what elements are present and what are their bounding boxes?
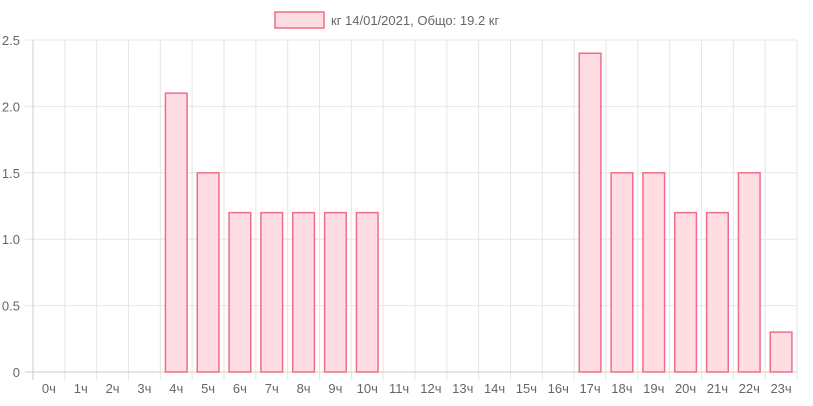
x-tick-label: 5ч — [201, 381, 215, 396]
y-tick-label: 2.5 — [2, 33, 20, 48]
legend[interactable]: кг 14/01/2021, Общо: 19.2 кг — [274, 11, 499, 29]
y-tick-label: 0.5 — [2, 299, 20, 314]
x-tick-label: 13ч — [452, 381, 473, 396]
y-tick-label: 2.0 — [2, 99, 20, 114]
x-tick-label: 9ч — [328, 381, 342, 396]
bar[interactable] — [323, 211, 347, 373]
x-tick-label: 3ч — [137, 381, 151, 396]
x-tick-label: 11ч — [389, 381, 409, 396]
x-tick-label: 21ч — [707, 381, 728, 396]
bar[interactable] — [674, 211, 698, 373]
bar[interactable] — [164, 92, 188, 373]
bar[interactable] — [642, 172, 666, 373]
x-tick-label: 6ч — [233, 381, 247, 396]
bar[interactable] — [260, 211, 284, 373]
x-tick-label: 10ч — [357, 381, 378, 396]
x-tick-label: 17ч — [579, 381, 600, 396]
x-axis: 0ч 1ч 2ч 3ч 4ч 5ч 6ч 7ч 8ч 9ч 10ч 11ч 12ч 13ч 14ч 15ч 16… — [42, 381, 792, 396]
grid — [25, 39, 798, 380]
x-tick-label: 22ч — [739, 381, 760, 396]
legend-label: кг 14/01/2021, Общо: 19.2 кг — [331, 13, 499, 28]
bar[interactable] — [737, 172, 761, 373]
y-tick-label: 1.5 — [2, 166, 20, 181]
x-tick-label: 4ч — [169, 381, 183, 396]
bar[interactable] — [355, 211, 379, 373]
x-tick-label: 18ч — [611, 381, 632, 396]
x-tick-label: 20ч — [675, 381, 696, 396]
x-tick-label: 2ч — [106, 381, 120, 396]
x-tick-label: 12ч — [420, 381, 441, 396]
x-tick-label: 0ч — [42, 381, 56, 396]
legend-swatch — [274, 11, 325, 29]
x-tick-label: 16ч — [548, 381, 569, 396]
x-tick-label: 14ч — [484, 381, 505, 396]
bar[interactable] — [578, 52, 602, 373]
bar[interactable] — [228, 211, 252, 373]
y-axis: 0 0.5 1.0 1.5 2.0 2.5 — [2, 33, 34, 380]
x-tick-label: 8ч — [297, 381, 311, 396]
bars — [164, 52, 793, 373]
y-tick-label: 0 — [13, 365, 20, 380]
bar[interactable] — [610, 172, 634, 373]
bar[interactable] — [196, 172, 220, 373]
x-tick-label: 23ч — [770, 381, 791, 396]
bar[interactable] — [292, 211, 316, 373]
x-tick-label: 1ч — [74, 381, 88, 396]
x-tick-label: 7ч — [265, 381, 279, 396]
y-tick-label: 1.0 — [2, 232, 20, 247]
x-tick-label: 19ч — [643, 381, 664, 396]
bar[interactable] — [769, 331, 793, 373]
x-tick-label: 15ч — [516, 381, 537, 396]
bar[interactable] — [705, 211, 729, 373]
